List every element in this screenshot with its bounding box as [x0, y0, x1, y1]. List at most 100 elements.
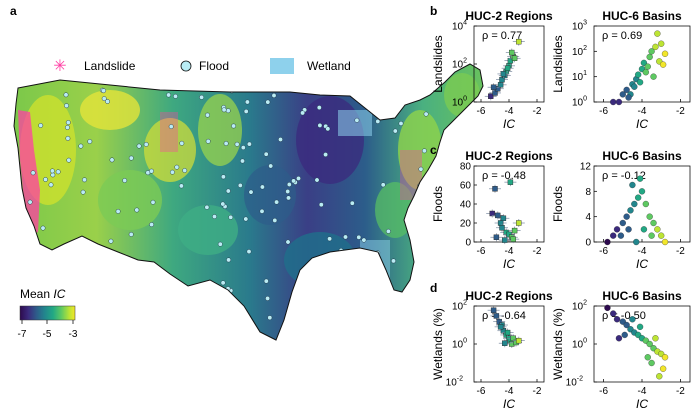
map-region-patch: [144, 118, 196, 182]
data-point: [652, 335, 659, 342]
flood-point: [259, 208, 265, 214]
flood-point: [144, 307, 150, 313]
flood-point: [448, 131, 453, 136]
y-tick-label: 12: [580, 162, 592, 173]
flood-point: [180, 312, 186, 318]
flood-point: [373, 297, 379, 303]
flood-point: [426, 243, 432, 249]
data-point: [635, 194, 642, 201]
flood-point: [105, 99, 110, 104]
flood-point: [423, 111, 429, 117]
x-tick-label: -2: [533, 386, 542, 397]
y-tick-label: 20: [460, 219, 472, 230]
flood-point: [78, 143, 84, 149]
flood-point: [343, 234, 348, 240]
panel-letter-d: d: [430, 281, 437, 295]
data-point: [510, 236, 516, 242]
flood-point: [246, 141, 252, 147]
data-point: [516, 337, 522, 344]
x-tick-label: -4: [638, 386, 647, 397]
y-tick-label: 4: [585, 212, 591, 223]
data-point: [638, 188, 646, 195]
flood-point: [268, 163, 274, 169]
flood-point: [316, 105, 322, 111]
flood-point: [226, 257, 232, 263]
data-point: [644, 63, 651, 70]
data-point: [642, 200, 649, 208]
data-point: [504, 65, 511, 71]
flood-point: [263, 278, 269, 284]
flood-point: [385, 228, 391, 234]
flood-point: [447, 162, 453, 168]
x-tick-label: -6: [477, 386, 486, 397]
flood-point: [149, 222, 155, 228]
data-point: [644, 354, 651, 361]
data-point: [629, 181, 636, 189]
flood-point: [48, 182, 54, 188]
flood-point: [85, 250, 91, 256]
flood-point: [359, 300, 365, 305]
subplot-3: HUC-2 Regions ρ = -0.48 -6 -4 -2 IC 0 20 40 60 80 F…: [431, 149, 553, 271]
flood-point: [220, 280, 226, 286]
correlation-annotation: ρ = 0.69: [602, 30, 642, 42]
data-point: [495, 212, 501, 219]
panel-letter-a: a: [10, 4, 17, 18]
data-point: [613, 316, 621, 323]
x-tick-label: -2: [676, 246, 685, 257]
flood-point: [361, 237, 367, 243]
subplot-title: HUC-2 Regions: [465, 289, 553, 303]
x-tick-label: -2: [533, 246, 542, 257]
data-point: [615, 98, 623, 106]
y-axis-label: Floods: [551, 186, 565, 222]
flood-point: [225, 108, 231, 114]
subplot-2: HUC-6 Basins ρ = 0.69 -6 -4 -2 IC 100 101 102 103…: [551, 9, 691, 131]
x-tick-label: -6: [599, 246, 608, 257]
y-axis-label: Wetlands (%): [551, 308, 565, 380]
wetland-legend-marker: [270, 58, 294, 74]
flood-point: [128, 155, 134, 161]
data-point: [631, 83, 638, 90]
data-point: [507, 179, 514, 185]
flood-point: [220, 201, 226, 207]
x-tick-label: -4: [638, 106, 647, 117]
colorbar-title: Mean IC: [20, 287, 66, 301]
flood-point: [449, 205, 455, 211]
x-axis-label: IC: [636, 397, 648, 411]
data-point: [640, 226, 648, 233]
landslide-cluster: [160, 112, 178, 152]
flood-point: [231, 123, 237, 129]
x-tick-label: -4: [505, 386, 514, 397]
flood-point: [237, 182, 243, 188]
flood-point: [101, 96, 107, 102]
flood-point: [83, 255, 89, 261]
subplot-title: HUC-6 Basins: [602, 289, 682, 303]
flood-point: [286, 309, 292, 315]
flood-point: [178, 183, 184, 189]
flood-point: [65, 125, 70, 130]
x-axis-label: IC: [503, 117, 515, 131]
x-tick-label: -2: [533, 106, 542, 117]
y-tick-label: 10-2: [446, 376, 463, 389]
y-tick-label: 100: [572, 96, 587, 109]
flood-point: [291, 178, 296, 184]
flood-point: [102, 314, 108, 320]
map-region-patch: [80, 90, 140, 130]
data-point: [648, 232, 655, 239]
flood-point: [420, 218, 426, 224]
data-point: [509, 49, 515, 56]
x-tick-label: -6: [477, 106, 486, 117]
y-tick-label: 103: [572, 20, 587, 33]
flood-point: [27, 199, 33, 205]
y-axis-label: Floods: [431, 186, 445, 222]
flood-point: [265, 295, 270, 301]
flood-point: [354, 117, 360, 123]
flood-point: [417, 305, 423, 311]
y-tick-label: 0: [465, 238, 471, 249]
y-axis-label: Wetlands (%): [431, 308, 445, 380]
data-point: [493, 234, 500, 240]
flood-point: [450, 288, 456, 294]
flood-point: [271, 93, 277, 98]
flood-point: [80, 189, 86, 195]
data-point: [623, 321, 630, 329]
